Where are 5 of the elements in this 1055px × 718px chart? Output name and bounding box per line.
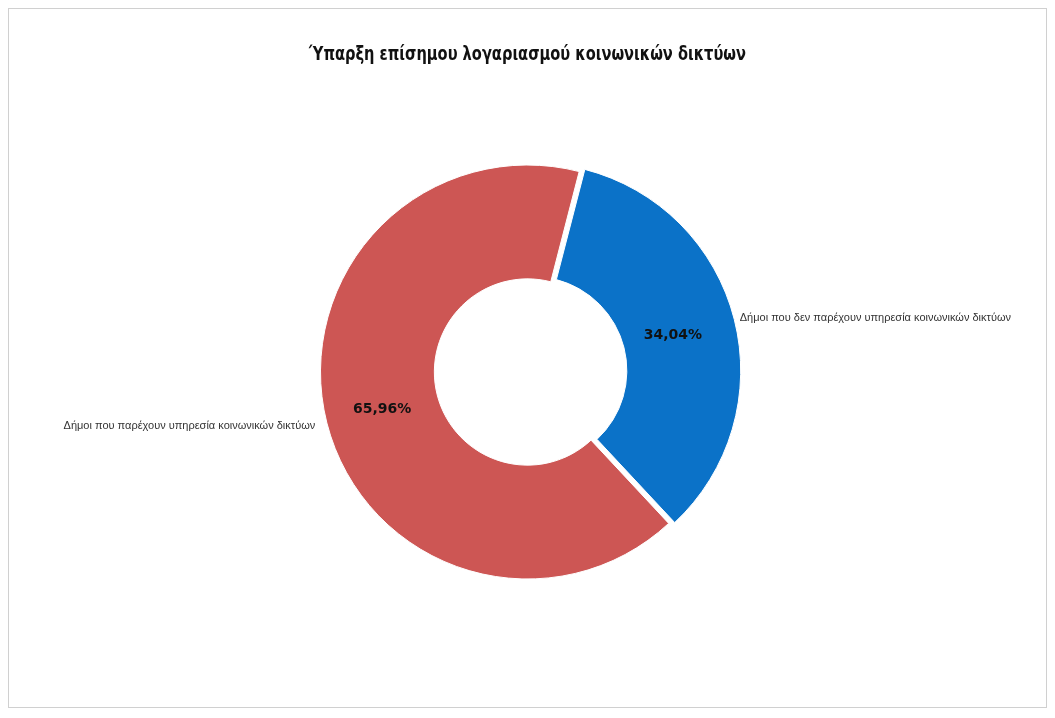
slice-label: Δήμοι που δεν παρέχουν υπηρεσία κοινωνικών δικτύων	[739, 311, 1012, 324]
slice-label: Δήμοι που παρέχουν υπηρεσία κοινωνικών δικτύων	[63, 419, 316, 432]
chart-title: Ύπαρξη επίσημου λογαριασμού κοινωνικών δικτύων	[308, 41, 746, 65]
data-label: 65,96%	[352, 399, 412, 416]
data-label: 34,04%	[643, 325, 703, 342]
